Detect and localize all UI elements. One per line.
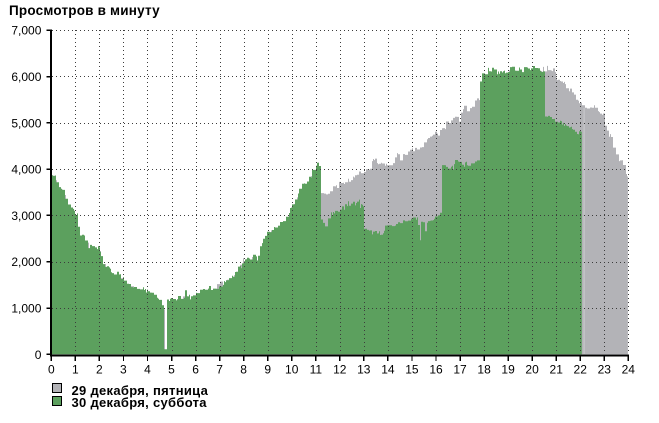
svg-text:1: 1 xyxy=(72,363,79,377)
svg-text:7,000: 7,000 xyxy=(11,24,41,38)
svg-text:9: 9 xyxy=(264,363,271,377)
svg-text:21: 21 xyxy=(550,363,564,377)
svg-text:4: 4 xyxy=(144,363,151,377)
svg-text:14: 14 xyxy=(381,363,395,377)
svg-text:23: 23 xyxy=(598,363,612,377)
svg-text:12: 12 xyxy=(333,363,347,377)
svg-text:7: 7 xyxy=(216,363,223,377)
svg-text:8: 8 xyxy=(240,363,247,377)
svg-text:5: 5 xyxy=(168,363,175,377)
svg-text:1,000: 1,000 xyxy=(11,302,41,316)
svg-text:11: 11 xyxy=(310,363,323,377)
svg-text:22: 22 xyxy=(574,363,588,377)
svg-text:6,000: 6,000 xyxy=(11,70,41,84)
svg-text:24: 24 xyxy=(622,363,636,377)
svg-text:2,000: 2,000 xyxy=(11,255,41,269)
svg-text:16: 16 xyxy=(429,363,443,377)
svg-text:18: 18 xyxy=(477,363,491,377)
svg-text:4,000: 4,000 xyxy=(11,163,41,177)
svg-text:0: 0 xyxy=(48,363,55,377)
svg-text:19: 19 xyxy=(501,363,515,377)
svg-text:0: 0 xyxy=(35,348,42,362)
svg-text:3,000: 3,000 xyxy=(11,209,41,223)
svg-text:3: 3 xyxy=(120,363,127,377)
svg-text:10: 10 xyxy=(285,363,299,377)
svg-text:13: 13 xyxy=(357,363,371,377)
svg-text:15: 15 xyxy=(405,363,419,377)
svg-text:17: 17 xyxy=(453,363,467,377)
svg-text:6: 6 xyxy=(192,363,199,377)
svg-text:20: 20 xyxy=(525,363,539,377)
svg-text:5,000: 5,000 xyxy=(11,116,41,130)
svg-text:2: 2 xyxy=(96,363,103,377)
